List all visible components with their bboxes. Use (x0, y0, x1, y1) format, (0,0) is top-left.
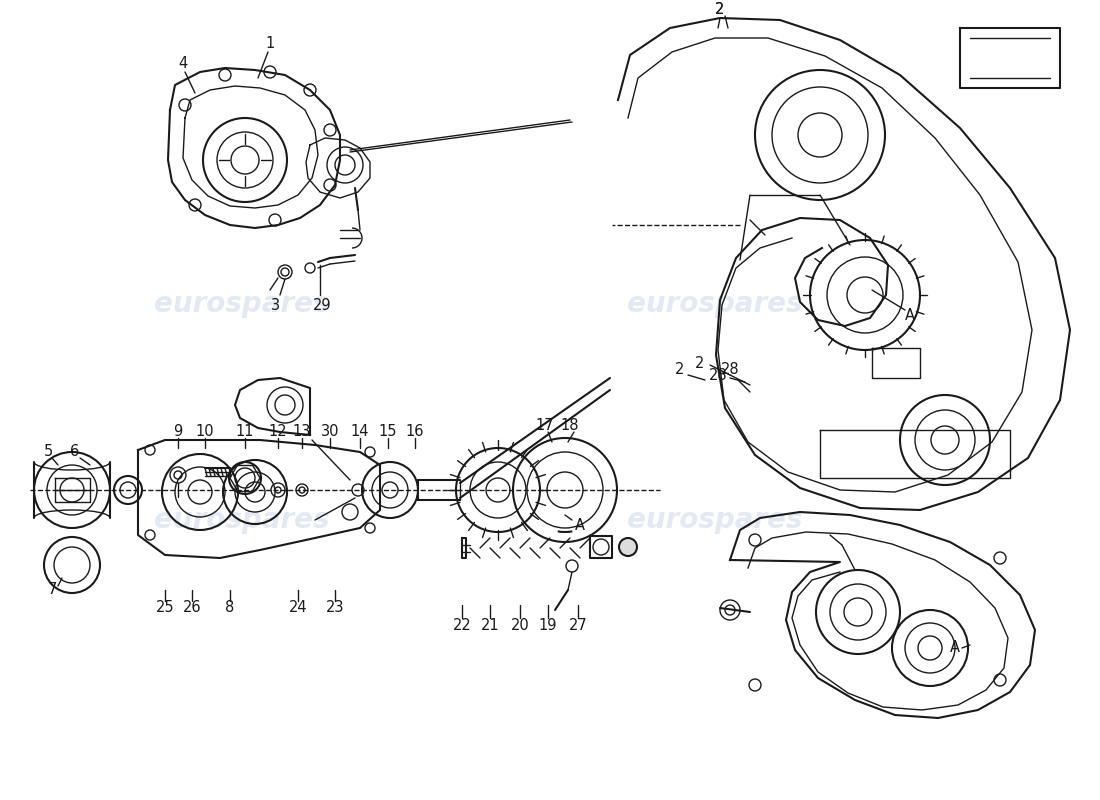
Text: 21: 21 (481, 618, 499, 633)
Text: 18: 18 (561, 418, 580, 433)
Text: 14: 14 (351, 425, 370, 439)
Text: 16: 16 (406, 425, 425, 439)
Text: 4: 4 (178, 55, 188, 70)
Text: 29: 29 (312, 298, 331, 313)
Text: 23: 23 (326, 601, 344, 615)
Text: 15: 15 (378, 425, 397, 439)
Circle shape (619, 538, 637, 556)
Text: 30: 30 (321, 425, 339, 439)
Text: 6: 6 (70, 445, 79, 459)
Text: 28: 28 (708, 367, 727, 382)
Text: 17: 17 (536, 418, 554, 433)
Text: 28: 28 (720, 362, 739, 378)
Text: A: A (950, 641, 960, 655)
Text: 11: 11 (235, 425, 254, 439)
Text: 27: 27 (569, 618, 587, 633)
Text: 24: 24 (288, 601, 307, 615)
Text: 9: 9 (174, 425, 183, 439)
Text: eurospares: eurospares (627, 290, 803, 318)
Text: 3: 3 (271, 298, 279, 313)
Text: 2: 2 (695, 355, 705, 370)
Text: A: A (905, 307, 915, 322)
Text: 20: 20 (510, 618, 529, 633)
Text: 2: 2 (715, 2, 725, 18)
Text: 5: 5 (43, 445, 53, 459)
Text: 10: 10 (196, 425, 214, 439)
Text: 8: 8 (226, 601, 234, 615)
Text: eurospares: eurospares (154, 506, 330, 534)
Text: eurospares: eurospares (154, 290, 330, 318)
Text: 25: 25 (156, 601, 174, 615)
Text: 26: 26 (183, 601, 201, 615)
Text: 2: 2 (675, 362, 684, 378)
Text: 7: 7 (47, 582, 57, 598)
Text: A: A (575, 518, 585, 533)
Text: 19: 19 (539, 618, 558, 633)
Text: 13: 13 (293, 425, 311, 439)
Text: 2: 2 (715, 2, 725, 18)
Text: eurospares: eurospares (627, 506, 803, 534)
Text: 22: 22 (452, 618, 472, 633)
Text: 1: 1 (265, 35, 275, 50)
Text: 12: 12 (268, 425, 287, 439)
